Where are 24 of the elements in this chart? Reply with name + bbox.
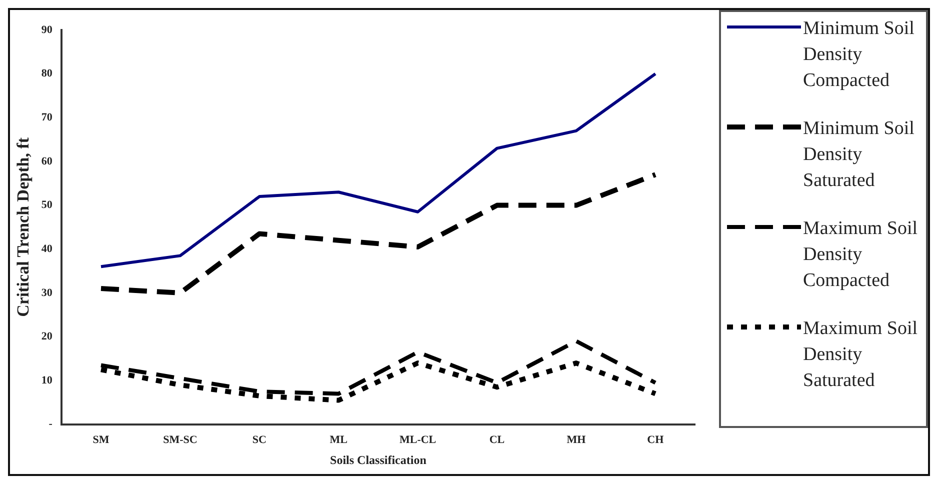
y-tick-label: 30 [41,286,53,299]
y-tick-label: 60 [41,155,53,168]
y-axis-title: Critical Trench Depth, ft [14,137,33,317]
y-tick-label: 20 [41,330,53,343]
legend-label: Maximum Soil Density Compacted [803,217,919,293]
y-tick-label: 90 [41,24,53,36]
x-tick-label: CL [489,434,505,446]
y-tick-label: 50 [41,199,53,212]
x-tick-label: ML-CL [399,434,436,446]
y-tick-label: 80 [41,68,53,80]
x-tick-label: ML [330,434,348,446]
legend-label: Maximum Soil Density Saturated [803,317,919,393]
legend-label: Minimum Soil Density Saturated [803,117,916,193]
x-axis-title: Soils Classification [330,452,427,467]
y-tick-label: - [48,418,53,430]
y-tick-label: 40 [41,242,53,255]
x-tick-label: CH [647,434,664,446]
x-tick-label: SM-SC [163,434,198,446]
y-tick-label: 70 [41,111,53,124]
x-tick-label: SM [92,434,110,446]
x-tick-label: SC [252,434,266,446]
x-tick-label: MH [566,434,586,446]
y-tick-label: 10 [41,374,53,386]
legend-label: Minimum Soil Density Compacted [803,17,916,93]
